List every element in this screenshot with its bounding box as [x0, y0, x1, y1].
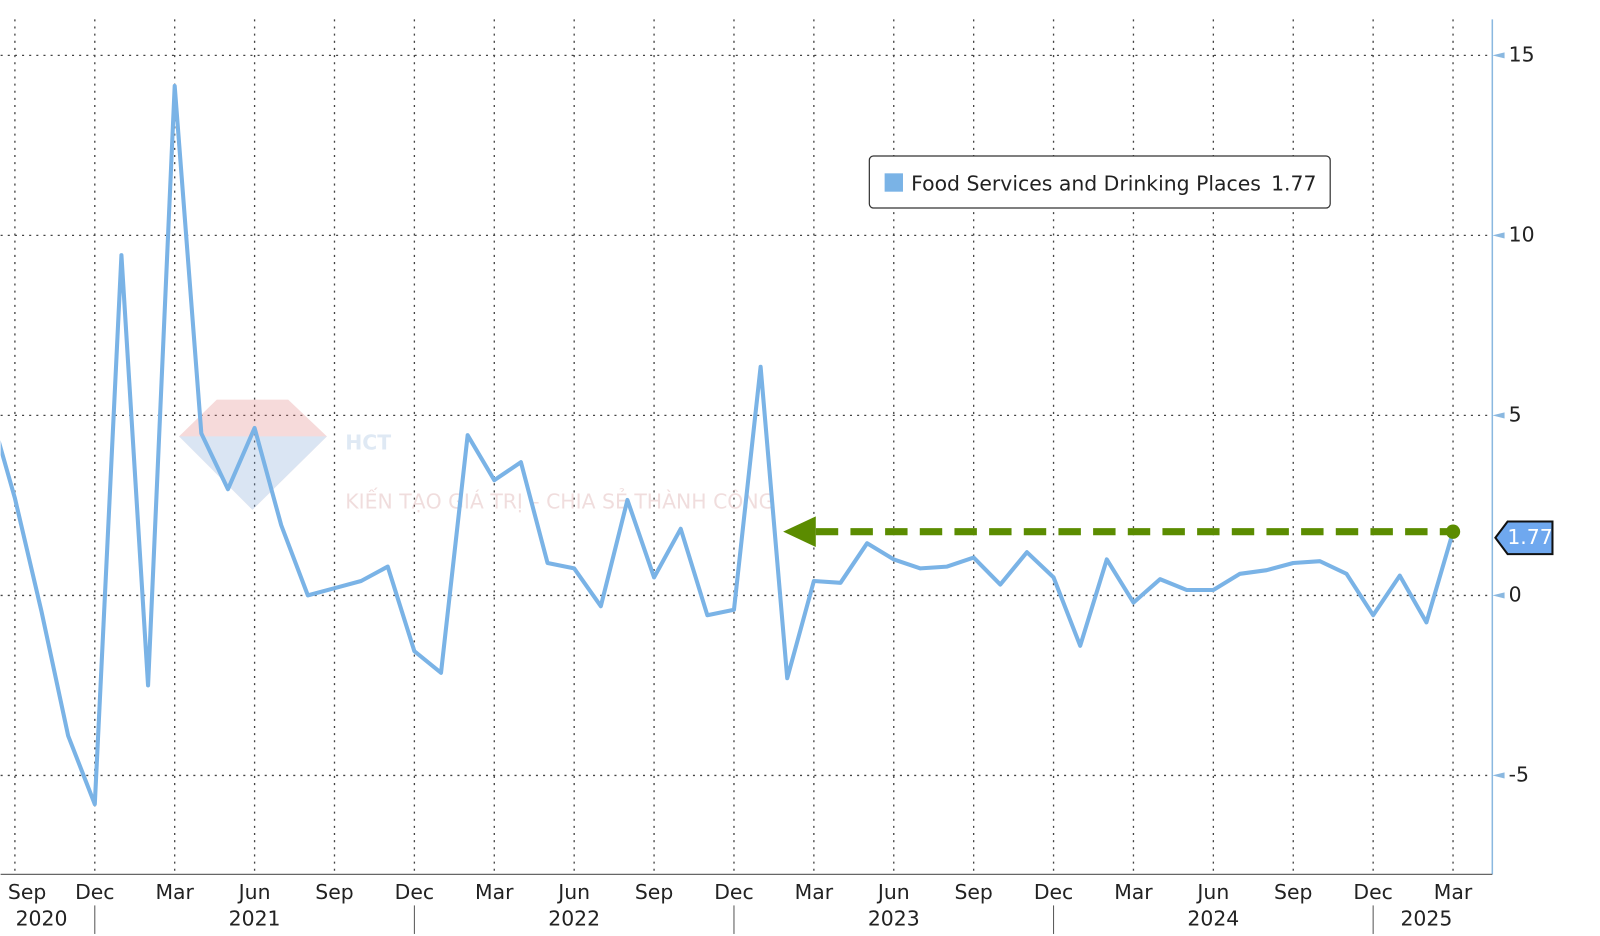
year-label: 2021 [229, 907, 281, 931]
year-label: 2022 [548, 907, 600, 931]
x-tick-label: Sep [8, 880, 46, 904]
data-line [0, 83, 1455, 807]
legend: Food Services and Drinking Places 1.77 [868, 155, 1331, 209]
year-label: 2025 [1400, 907, 1452, 931]
legend-label: Food Services and Drinking Places 1.77 [911, 172, 1316, 196]
annotation-point [1445, 524, 1461, 539]
x-tick-label: Mar [155, 880, 194, 904]
y-tick [1492, 52, 1505, 59]
x-tick-label: Sep [954, 880, 992, 904]
y-tick [1492, 592, 1505, 599]
value-badge-label: 1.77 [1507, 525, 1552, 549]
watermark-title: HCT [345, 431, 391, 455]
x-tick-label: Sep [635, 880, 673, 904]
legend-name: Food Services and Drinking Places [911, 172, 1261, 196]
x-tick-label: Jun [1195, 880, 1229, 904]
x-tick-label: Mar [1114, 880, 1153, 904]
x-tick-label: Dec [1034, 880, 1073, 904]
watermark-subtitle: KIẾN TẠO GIÁ TRỊ – CHIA SẺ THÀNH CÔNG [345, 487, 774, 514]
legend-swatch [884, 173, 903, 192]
y-tick-label: 0 [1509, 582, 1522, 606]
x-tick-label: Jun [237, 880, 271, 904]
grid [0, 19, 1493, 875]
x-tick-label: Dec [1353, 880, 1392, 904]
watermark-logo [179, 399, 327, 510]
x-tick-label: Dec [395, 880, 434, 904]
y-tick-label: 10 [1509, 222, 1535, 246]
legend-value: 1.77 [1271, 172, 1316, 196]
x-tick-label: Sep [315, 880, 353, 904]
annotation-arrowhead [783, 516, 816, 547]
y-tick-label: 15 [1509, 42, 1535, 66]
year-label: 2024 [1187, 907, 1239, 931]
x-tick-label: Mar [475, 880, 514, 904]
x-tick-label: Jun [556, 880, 590, 904]
value-badge [1494, 520, 1554, 556]
x-tick-label: Dec [714, 880, 753, 904]
y-tick [1492, 412, 1505, 419]
year-label: 2020 [16, 907, 68, 931]
legend-box [868, 155, 1331, 209]
x-tick-label: Mar [795, 880, 834, 904]
y-tick-label: -5 [1509, 762, 1529, 786]
series [0, 83, 1455, 807]
x-tick-label: Jun [876, 880, 910, 904]
watermark-logo [179, 436, 327, 510]
x-tick-label: Mar [1434, 880, 1473, 904]
y-tick [1492, 772, 1505, 779]
year-label: 2023 [868, 907, 920, 931]
y-tick [1492, 232, 1505, 239]
x-tick-label: Sep [1274, 880, 1312, 904]
watermark: HCT KIẾN TẠO GIÁ TRỊ – CHIA SẺ THÀNH CÔN… [179, 399, 774, 514]
x-tick-label: Dec [75, 880, 114, 904]
y-tick-label: 5 [1509, 402, 1522, 426]
